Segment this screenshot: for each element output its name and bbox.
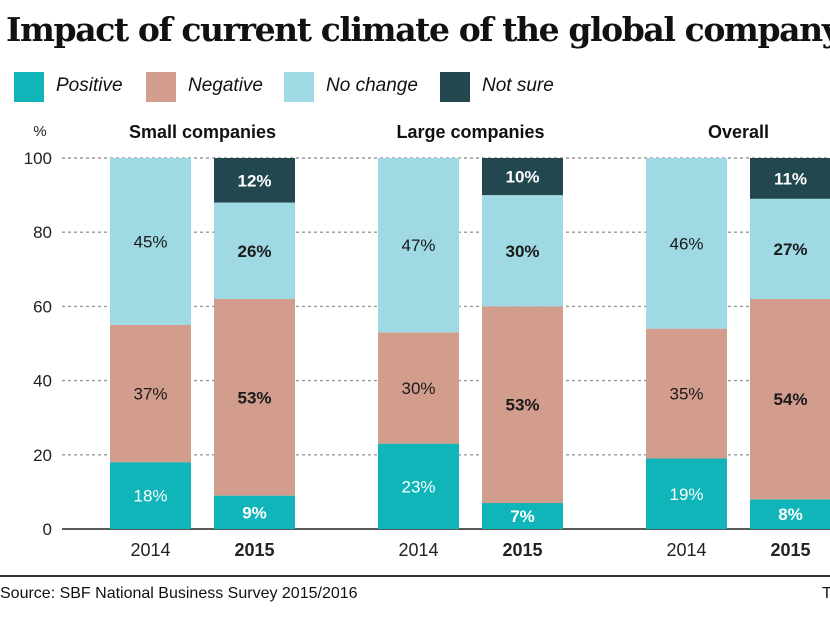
bar-segment-small-companies-2014-no-change	[110, 158, 191, 325]
legend-label-not-sure: Not sure	[482, 75, 554, 96]
group-title-small-companies: Small companies	[129, 122, 276, 142]
data-label-small-companies-2015-not-sure: 12%	[237, 171, 271, 190]
y-tick-label-20: 20	[33, 446, 52, 465]
x-tick-label-large-companies-2015: 2015	[502, 540, 542, 560]
data-label-small-companies-2015-no-change: 26%	[237, 242, 271, 261]
bar-segment-large-companies-2014-negative	[378, 332, 459, 444]
data-label-large-companies-2015-not-sure: 10%	[505, 168, 539, 187]
legend-label-negative: Negative	[188, 75, 263, 96]
y-tick-label-0: 0	[43, 520, 52, 539]
y-tick-label-60: 60	[33, 297, 52, 316]
x-tick-label-overall-2014: 2014	[666, 540, 706, 560]
y-tick-label-100: 100	[24, 149, 52, 168]
chart-title: Impact of current climate of the global …	[6, 10, 830, 49]
data-label-overall-2015-not-sure: 11%	[774, 169, 807, 188]
bar-segment-large-companies-2015-positive	[482, 503, 563, 529]
bar-segment-overall-2015-positive	[750, 499, 830, 529]
legend-label-no-change: No change	[326, 75, 418, 96]
bar-segment-overall-2015-not-sure	[750, 158, 830, 199]
data-label-overall-2014-no-change: 46%	[669, 234, 703, 253]
data-label-large-companies-2015-no-change: 30%	[505, 242, 539, 261]
x-tick-label-large-companies-2014: 2014	[398, 540, 438, 560]
legend-swatch-not-sure	[440, 72, 470, 102]
y-axis-label: %	[33, 123, 46, 140]
footer-divider	[0, 575, 830, 577]
stacked-bar-chart: 0 20 40 60 80 100% Small companies 18% 37% 45% 201…	[24, 122, 830, 560]
bar-segment-overall-2014-negative	[646, 328, 727, 459]
legend-swatch-negative	[146, 72, 176, 102]
bar-segment-small-companies-2014-positive	[110, 462, 191, 529]
bar-segment-overall-2014-no-change	[646, 158, 727, 329]
bar-segment-overall-2015-no-change	[750, 198, 830, 299]
data-label-large-companies-2015-positive: 7%	[510, 507, 535, 526]
bar-segment-large-companies-2015-not-sure	[482, 158, 563, 196]
bar-segment-small-companies-2014-negative	[110, 324, 191, 463]
data-label-large-companies-2015-negative: 53%	[505, 396, 539, 415]
bar-segment-small-companies-2015-positive	[214, 495, 295, 529]
x-tick-label-overall-2015: 2015	[770, 540, 810, 560]
data-label-overall-2015-no-change: 27%	[773, 240, 807, 259]
bar-segment-overall-2015-negative	[750, 298, 830, 500]
bar-segment-small-companies-2015-not-sure	[214, 158, 295, 203]
x-tick-label-small-companies-2015: 2015	[234, 540, 274, 560]
bar-segment-small-companies-2015-negative	[214, 298, 295, 496]
data-label-overall-2015-negative: 54%	[773, 390, 807, 409]
data-label-overall-2015-positive: 8%	[778, 505, 803, 524]
data-label-large-companies-2014-no-change: 47%	[401, 236, 435, 255]
y-tick-label-80: 80	[33, 223, 52, 242]
data-label-overall-2014-positive: 19%	[669, 485, 703, 504]
legend-label-positive: Positive	[56, 75, 123, 96]
bar-segment-small-companies-2015-no-change	[214, 202, 295, 299]
data-label-small-companies-2014-positive: 18%	[133, 487, 167, 506]
corner-mark: T	[822, 585, 830, 602]
data-label-overall-2014-negative: 35%	[669, 385, 703, 404]
y-tick-label-40: 40	[33, 372, 52, 391]
data-label-small-companies-2015-negative: 53%	[237, 388, 271, 407]
data-label-small-companies-2015-positive: 9%	[242, 503, 267, 522]
bar-segment-overall-2014-positive	[646, 458, 727, 529]
bar-segment-large-companies-2014-positive	[378, 443, 459, 529]
bar-segment-large-companies-2015-negative	[482, 306, 563, 504]
data-label-large-companies-2014-positive: 23%	[401, 477, 435, 496]
data-label-small-companies-2014-no-change: 45%	[133, 232, 167, 251]
legend-swatch-no-change	[284, 72, 314, 102]
bar-segment-large-companies-2015-no-change	[482, 195, 563, 307]
legend-swatch-positive	[14, 72, 44, 102]
group-title-large-companies: Large companies	[396, 122, 544, 142]
data-label-large-companies-2014-negative: 30%	[401, 379, 435, 398]
group-title-overall: Overall	[708, 122, 769, 142]
data-label-small-companies-2014-negative: 37%	[133, 385, 167, 404]
bar-segment-large-companies-2014-no-change	[378, 158, 459, 333]
source-note: Source: SBF National Business Survey 201…	[0, 585, 358, 602]
x-tick-label-small-companies-2014: 2014	[130, 540, 170, 560]
